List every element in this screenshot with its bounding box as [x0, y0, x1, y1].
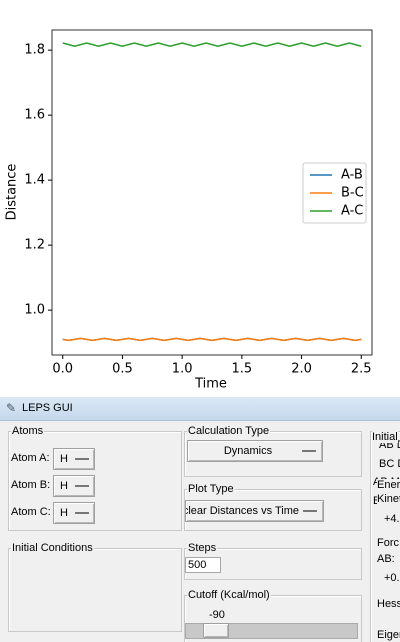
x-tick-label: 1.5	[232, 362, 253, 377]
initial-frame: Initial Conditions	[8, 542, 182, 632]
x-tick-label: 0.0	[52, 362, 73, 377]
menu-value: ernuclear Distances vs Time	[185, 505, 299, 517]
frame-label: Initial Conditions	[11, 542, 94, 554]
y-tick-label: 1.6	[24, 108, 45, 123]
side-text: Initial	[372, 431, 398, 443]
atom-menu[interactable]: H	[53, 475, 95, 497]
atom-menu[interactable]: H	[53, 448, 95, 470]
data-line	[62, 42, 362, 48]
frame-label: Atoms	[11, 425, 45, 437]
app-window: ✎ LEPS GUI Atoms Atom A: H Atom B: H Atom C:…	[0, 397, 400, 642]
cutoff-frame: Cutoff (Kcal/mol) -90	[184, 589, 362, 642]
data-line	[62, 337, 362, 342]
side-text: AB:	[377, 553, 395, 565]
side-text: Hess	[377, 598, 400, 610]
side-text: +0.3	[384, 572, 400, 584]
atoms-frame: Atoms Atom A: H Atom B: H Atom C: H	[8, 425, 182, 531]
field-label: Atom C:	[11, 506, 51, 518]
field-label: Atom A:	[11, 452, 50, 464]
frame-label: Plot Type	[187, 483, 235, 495]
side-text: Kinet	[377, 493, 400, 505]
frame-label: Steps	[187, 542, 218, 554]
legend-label: B-C	[341, 186, 364, 201]
window-title: LEPS GUI	[22, 402, 73, 414]
y-tick-label: 1.8	[24, 43, 45, 58]
menu-indicator	[75, 485, 89, 487]
menu-value: H	[60, 480, 68, 492]
menu-value: Dynamics	[223, 445, 273, 457]
plot-type-menu[interactable]: ernuclear Distances vs Time	[185, 500, 324, 522]
legend-label: A-B	[341, 168, 363, 183]
frame-label: Cutoff (Kcal/mol)	[187, 589, 271, 601]
plot-frame: Plot Type ernuclear Distances vs Time	[184, 483, 362, 531]
side-text: Ener	[377, 479, 400, 491]
side-text: Forc	[377, 537, 399, 549]
y-tick-label: 1.0	[24, 303, 45, 318]
y-tick-label: 1.4	[24, 173, 45, 188]
steps-frame: Steps 500	[184, 542, 362, 580]
slider-handle[interactable]	[203, 623, 229, 638]
legend-box	[302, 162, 367, 224]
y-tick-label: 1.2	[24, 238, 45, 253]
calc-type-menu[interactable]: Dynamics	[187, 440, 323, 462]
title-bar: ✎ LEPS GUI	[0, 397, 400, 421]
x-tick-label: 2.5	[351, 362, 372, 377]
menu-indicator	[75, 512, 89, 514]
side-text: Eigen	[377, 629, 400, 641]
slider-value: -90	[209, 609, 225, 621]
x-tick-label: 1.0	[172, 362, 193, 377]
legend-label: A-C	[341, 204, 363, 219]
steps-entry[interactable]: 500	[185, 557, 221, 573]
x-tick-label: 2.0	[291, 362, 312, 377]
atom-menu[interactable]: H	[53, 502, 95, 524]
field-label: BC Distance:	[379, 457, 400, 470]
menu-value: H	[60, 453, 68, 465]
y-axis-label: Distance	[5, 164, 20, 221]
menu-value: H	[60, 507, 68, 519]
chart: Distance Time 1.0 1.2 1.4 1.6 1.8 0.0 0.5 1.0 1.…	[5, 29, 373, 392]
plot-frame	[51, 29, 373, 356]
x-axis-label: Time	[194, 377, 227, 392]
x-tick-label: 0.5	[112, 362, 133, 377]
field-label: Atom B:	[11, 479, 51, 491]
app-icon: ✎	[6, 401, 17, 415]
side-text: +4.	[384, 513, 400, 525]
menu-indicator	[75, 458, 89, 460]
calc-frame: Calculation Type Dynamics	[184, 425, 362, 477]
frame-label: Calculation Type	[187, 425, 271, 437]
